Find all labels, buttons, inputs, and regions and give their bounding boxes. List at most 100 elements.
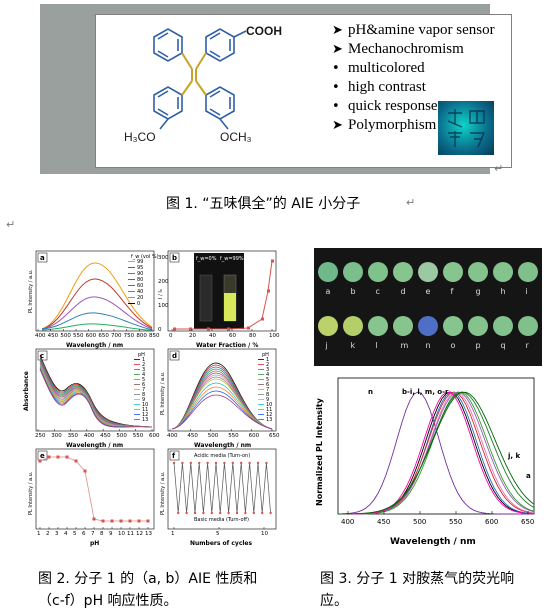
series-line [337,391,535,515]
figure-3-spectrum: b-i, l, m, o-r n j, k a 400 450 500 550 600 6… [315,377,535,547]
cooh-label: COOH [246,24,282,38]
x-tick-label: 450 [100,433,111,439]
data-point [252,511,255,515]
x-tick-label: 650 [269,433,280,439]
figure-2-caption-line2: （c-f）pH 响应性质。 [38,593,178,609]
svg-text:pH: pH [90,540,99,547]
data-point [146,519,150,523]
series-line [337,391,534,515]
sample-label: b [351,287,356,296]
x-tick-label: 650 [521,518,534,526]
figure-3-caption-line2: 应。 [320,593,348,609]
legend-label: 5 [266,377,269,383]
legend-label: 20 [137,295,143,301]
sample-dot [493,262,513,282]
sample-label: g [476,287,481,296]
feature-item: ➤ Polymorphism [332,117,437,133]
data-point [193,511,197,515]
series-line [39,356,153,428]
x-tick-label: 60 [229,333,236,339]
sample-dot [318,316,338,336]
svg-text:f_w=0%: f_w=0% [196,256,217,262]
figure-1-frame: COOH H₃CO OCH₃ ➤ pH&amine vapor sensor ➤ M… [40,4,512,174]
sample-label: n [426,341,431,350]
sample-label: d [401,287,406,296]
data-point [181,461,184,465]
panel-f: f Acidic media (Turn-on) Basic media (Tu… [160,448,277,547]
data-point [92,517,96,521]
sample-label: o [451,341,456,350]
data-point [227,511,230,515]
x-tick-label: 400 [167,433,178,439]
svg-text:PL Intensity / a.u.: PL Intensity / a.u. [28,471,34,515]
data-point [206,461,209,465]
data-point [189,461,192,465]
legend-label: 0 [137,301,140,307]
y-tick-label: 300 [158,255,169,261]
data-point [198,461,201,465]
svg-text:e: e [40,452,45,460]
legend-label: 5 [142,377,145,383]
svg-text:Numbers of cycles: Numbers of cycles [190,540,253,547]
x-tick-label: 4 [64,531,68,537]
molecule-structure: COOH H₃CO OCH₃ [124,24,282,144]
svg-text:n: n [368,388,373,396]
sample-dot [343,316,363,336]
legend-label: 2 [266,362,269,368]
x-tick-label: 650 [98,333,109,339]
data-point [240,461,243,465]
sample-dot [368,316,388,336]
x-tick-label: 600 [86,333,97,339]
legend-label: 3 [266,367,269,373]
x-tick-label: 550 [449,518,462,526]
x-tick-label: 500 [208,433,219,439]
legend-label: 2 [142,362,145,368]
y-tick-label: 100 [158,303,169,309]
series-line [39,369,153,428]
sample-dot [318,262,338,282]
series-line [39,354,153,428]
feature-item: ➤ Mechanochromism [332,41,464,57]
data-point [235,511,239,515]
x-tick-label: 500 [413,518,426,526]
svg-text:Basic media (Turn-off): Basic media (Turn-off) [194,517,249,523]
x-tick-label: 750 [124,333,135,339]
data-point [202,511,205,515]
series-line [171,386,273,430]
x-tick-label: 20 [189,333,196,339]
svg-text:j, k: j, k [507,452,520,460]
sample-dot [343,262,363,282]
legend-label: 99 [137,259,143,265]
svg-text:d: d [172,352,177,360]
sample-dot [468,316,488,336]
x-tick-label: 100 [269,333,280,339]
legend-label: 12 [266,412,272,418]
data-point [261,511,264,515]
sample-label: a [326,287,331,296]
legend-label: 1 [266,357,269,363]
sample-dot [518,262,538,282]
x-tick-label: 600 [485,518,498,526]
svg-text:Acidic media (Turn-on): Acidic media (Turn-on) [194,453,250,459]
x-tick-label: 550 [228,433,239,439]
legend-label: 11 [142,407,148,413]
feature-list: ➤ pH&amine vapor sensor ➤ Mechanochromism … [332,21,495,135]
sample-label: f [451,287,454,296]
legend-label: 13 [142,417,148,423]
return-mark: ↵ [6,218,16,231]
x-tick-label: 850 [149,333,160,339]
data-point [219,511,222,515]
left-methoxy-label: H₃CO [124,130,156,144]
x-tick-label: 600 [149,433,160,439]
sample-label: c [376,287,380,296]
sample-dot [393,262,413,282]
sample-dot [468,262,488,282]
svg-text:Wavelength / nm: Wavelength / nm [390,537,476,547]
feature-item: • multicolored [332,60,425,76]
figure-1-panel: COOH H₃CO OCH₃ ➤ pH&amine vapor sensor ➤ M… [95,14,512,168]
figure-1-caption: 图 1. “五味俱全”的 AIE 小分子 [166,196,361,212]
series-line [171,378,273,430]
series-line [338,391,535,515]
data-point [185,511,188,515]
